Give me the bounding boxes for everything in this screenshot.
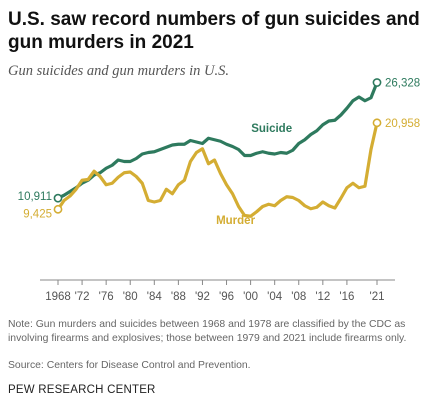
- suicide-series-label: Suicide: [251, 123, 292, 135]
- murder-line: [56, 121, 379, 218]
- suicide-line: [56, 80, 379, 200]
- chart-note: Note: Gun murders and suicides between 1…: [8, 319, 407, 344]
- chart-title: U.S. saw record numbers of gun suicides …: [8, 9, 420, 53]
- x-tick-label-2016: '16: [339, 291, 354, 303]
- x-tick-label-1984: '84: [147, 291, 163, 303]
- x-tick-label-1988: '88: [171, 291, 186, 303]
- x-tick-label-1980: '80: [123, 291, 138, 303]
- x-tick-label-2000: '00: [243, 291, 258, 303]
- x-tick-label-1968: 1968: [45, 291, 71, 303]
- chart-subtitle: Gun suicides and gun murders in U.S.: [8, 63, 229, 79]
- suicide-start-marker: [53, 193, 63, 203]
- x-tick-label-1992: '92: [195, 291, 210, 303]
- murder-end-value-label: 20,958: [385, 118, 420, 130]
- x-tick-label-2021: '21: [370, 291, 385, 303]
- murder-start-marker: [53, 204, 63, 214]
- x-tick-label-1976: '76: [99, 291, 114, 303]
- chart-source: Source: Centers for Disease Control and …: [8, 360, 251, 371]
- x-tick-label-1972: '72: [75, 291, 90, 303]
- murder-start-value-label: 9,425: [23, 208, 52, 220]
- line-chart: 1968 '72 '76 '80 '84 '88 '92 '96 '00 '04 '08 '12 '16…: [18, 78, 421, 303]
- x-tick-label-2008: '08: [291, 291, 306, 303]
- organization-name: PEW RESEARCH CENTER: [8, 384, 156, 396]
- suicide-end-marker: [372, 78, 382, 87]
- murder-end-marker: [372, 118, 382, 128]
- murder-series-label: Murder: [216, 215, 256, 227]
- x-tick-label-2012: '12: [315, 291, 330, 303]
- x-tick-label-1996: '96: [219, 291, 234, 303]
- suicide-end-value-label: 26,328: [385, 78, 420, 90]
- suicide-start-value-label: 10,911: [18, 191, 52, 203]
- x-tick-label-2004: '04: [267, 291, 283, 303]
